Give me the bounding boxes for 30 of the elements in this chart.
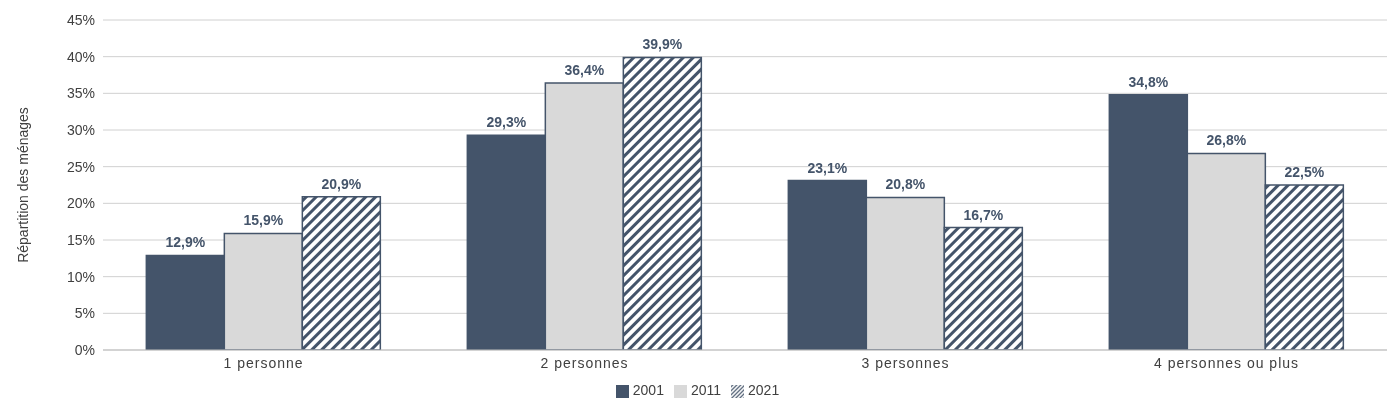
data-label: 36,4% bbox=[564, 62, 605, 79]
data-label: 15,9% bbox=[243, 212, 284, 229]
legend-label: 2011 bbox=[690, 382, 722, 398]
x-tick-label: 4 personnes ou plus bbox=[1153, 354, 1300, 371]
y-tick-label: 30% bbox=[66, 121, 95, 138]
y-tick-label: 45% bbox=[66, 11, 95, 28]
x-tick-label: 3 personnes bbox=[861, 354, 950, 371]
y-tick-label: 15% bbox=[66, 231, 95, 248]
y-tick-label: 0% bbox=[74, 341, 95, 358]
y-axis-title: Répartition des ménages bbox=[14, 107, 31, 263]
y-tick-label: 10% bbox=[66, 268, 95, 285]
data-label: 23,1% bbox=[807, 159, 848, 176]
y-tick-label: 35% bbox=[66, 85, 95, 102]
x-tick-label: 2 personnes bbox=[540, 354, 629, 371]
data-label: 16,7% bbox=[963, 206, 1004, 223]
legend-label: 2021 bbox=[748, 382, 780, 398]
y-tick-label: 40% bbox=[66, 48, 95, 65]
data-label: 12,9% bbox=[165, 234, 206, 251]
data-label: 34,8% bbox=[1128, 73, 1169, 90]
y-tick-label: 20% bbox=[66, 195, 95, 212]
data-label: 29,3% bbox=[486, 114, 527, 131]
data-label: 26,8% bbox=[1206, 132, 1247, 149]
data-label: 20,9% bbox=[321, 175, 362, 192]
x-tick-label: 1 personne bbox=[223, 354, 304, 371]
data-label: 39,9% bbox=[642, 36, 683, 53]
legend-label: 2001 bbox=[632, 382, 664, 398]
data-label: 20,8% bbox=[885, 176, 926, 193]
y-tick-label: 5% bbox=[74, 305, 95, 322]
data-label: 22,5% bbox=[1284, 164, 1325, 180]
y-tick-label: 25% bbox=[66, 158, 95, 175]
